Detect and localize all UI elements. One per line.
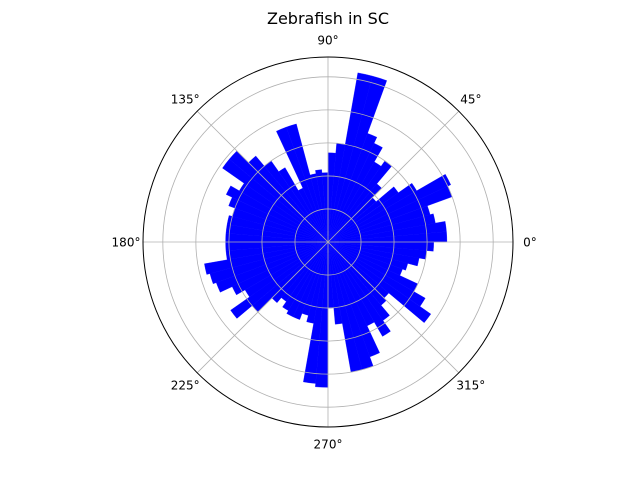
bar-140deg [222,158,329,243]
bar-75deg [327,72,373,243]
theta-tick-label-180: 180° [112,236,141,250]
theta-tick-label-225: 225° [171,378,200,392]
bar-155deg [228,197,329,243]
bar-190deg [204,241,329,275]
bar-325deg [327,241,426,307]
theta-tick-label-135: 135° [171,93,200,107]
bar-215deg [230,241,329,319]
theta-tick-label-0: 0° [523,236,537,250]
bar-25deg [327,174,451,243]
frame-layer [142,56,514,428]
chart-title: Zebrafish in SC [267,9,389,28]
theta-tick-label-90: 90° [317,34,338,48]
polar-frame [142,56,514,428]
theta-tick-labels: 0° 45° 90° 135° 180° 225° 270° 315° [112,34,537,452]
bar-245deg [292,241,329,320]
bar-200deg [216,241,329,293]
bar-300deg [327,241,391,337]
angular-gridline-45 [327,110,460,243]
bar-195deg [209,241,329,285]
grid-layer [143,57,513,427]
bar-30deg [327,183,417,243]
bar-305deg [327,241,390,321]
bar-150deg [226,185,329,243]
bars-layer [204,72,453,388]
bar-205deg [231,241,329,296]
theta-tick-label-45: 45° [460,93,481,107]
bar-35deg [327,186,399,243]
angular-gridline-225 [196,241,329,374]
angular-gridline-135 [196,110,329,243]
bar-290deg [327,241,380,358]
theta-tick-label-270: 270° [314,438,343,452]
bar-110deg [276,126,329,243]
angular-gridline-315 [327,241,460,374]
theta-tick-label-315: 315° [456,378,485,392]
